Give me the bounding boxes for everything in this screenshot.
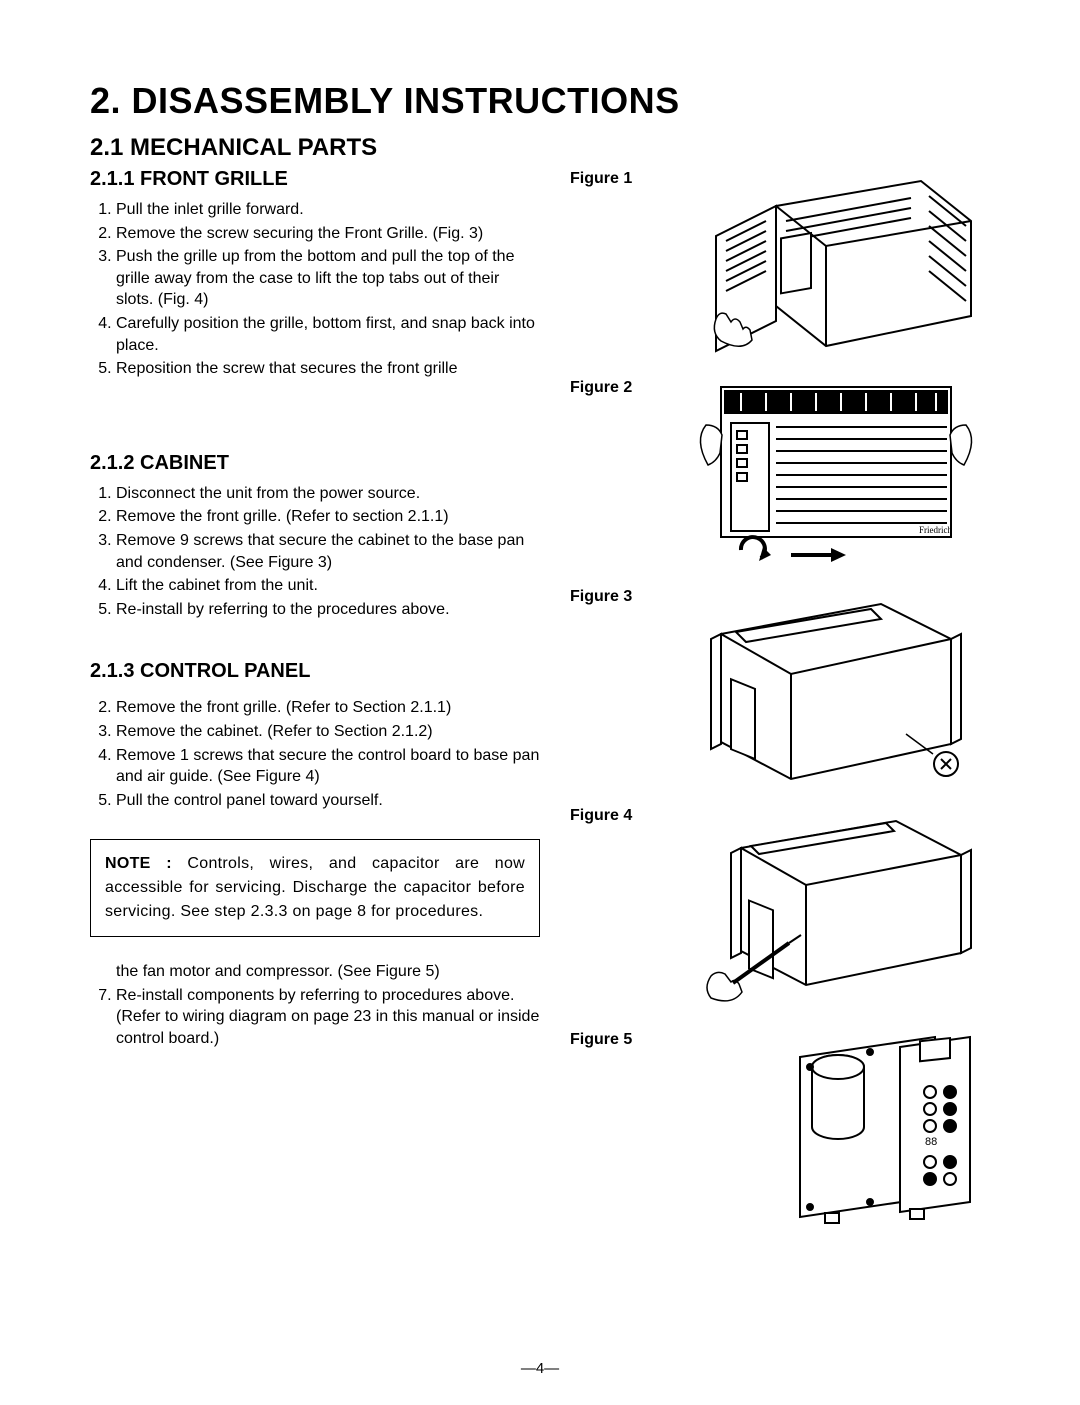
figure-2-label: Figure 2: [570, 375, 650, 397]
list-item: Push the grille up from the bottom and p…: [116, 246, 540, 311]
list-item: Carefully position the grille, bottom fi…: [116, 313, 540, 356]
figure-2: Figure 2: [570, 375, 1000, 570]
figure-4-label: Figure 4: [570, 803, 650, 825]
list-item: Remove 9 screws that secure the cabinet …: [116, 530, 540, 573]
list-item: Pull the inlet grille forward.: [116, 199, 540, 221]
front-grille-steps: Pull the inlet grille forward. Remove th…: [90, 199, 540, 380]
list-item: Remove the cabinet. (Refer to Section 2.…: [116, 721, 540, 743]
list-item: Re-install by referring to the procedure…: [116, 599, 540, 621]
figure-5-label: Figure 5: [570, 1027, 650, 1049]
figure-2-image: Friedrich: [662, 375, 1000, 570]
list-item: Remove the front grille. (Refer to Secti…: [116, 697, 540, 719]
figure-1: Figure 1: [570, 166, 1000, 361]
control-panel-heading: 2.1.3 CONTROL PANEL: [90, 658, 540, 685]
section-heading: 2.1 MECHANICAL PARTS: [90, 134, 1000, 162]
list-item: Re-install components by referring to pr…: [116, 985, 540, 1050]
list-item: Pull the control panel toward yourself.: [116, 790, 540, 812]
cabinet-steps: Disconnect the unit from the power sourc…: [90, 483, 540, 621]
figure-5: Figure 5: [570, 1027, 1000, 1227]
figure-3-image: [662, 584, 1000, 789]
note-label: NOTE :: [105, 855, 172, 872]
figure-5-image: 88: [662, 1027, 1000, 1227]
list-item: Reposition the screw that secures the fr…: [116, 358, 540, 380]
list-item: Remove 1 screws that secure the control …: [116, 745, 540, 788]
content-columns: 2.1.1 FRONT GRILLE Pull the inlet grille…: [90, 166, 1000, 1241]
figure-4: Figure 4: [570, 803, 1000, 1013]
page: 2. DISASSEMBLY INSTRUCTIONS 2.1 MECHANIC…: [0, 0, 1080, 1405]
cabinet-heading: 2.1.2 CABINET: [90, 450, 540, 477]
left-column: 2.1.1 FRONT GRILLE Pull the inlet grille…: [90, 166, 540, 1241]
figure-1-image: [662, 166, 1000, 361]
svg-text:88: 88: [925, 1136, 937, 1148]
right-column: Figure 1: [570, 166, 1000, 1241]
figure-3: Figure 3: [570, 584, 1000, 789]
svg-text:Friedrich: Friedrich: [919, 525, 952, 535]
figure-4-image: [662, 803, 1000, 1013]
control-panel-steps-b: Re-install components by referring to pr…: [90, 985, 540, 1050]
list-item: Disconnect the unit from the power sourc…: [116, 483, 540, 505]
list-item: Lift the cabinet from the unit.: [116, 575, 540, 597]
figure-3-label: Figure 3: [570, 584, 650, 606]
note-box: NOTE : Controls, wires, and capacitor ar…: [90, 839, 540, 937]
figure-1-label: Figure 1: [570, 166, 650, 188]
control-panel-steps-a: Remove the front grille. (Refer to Secti…: [90, 697, 540, 811]
list-item: Remove the screw securing the Front Gril…: [116, 223, 540, 245]
page-number: —4—: [0, 1360, 1080, 1377]
page-title: 2. DISASSEMBLY INSTRUCTIONS: [90, 80, 1000, 122]
continuation-line: the fan motor and compressor. (See Figur…: [90, 961, 540, 983]
front-grille-heading: 2.1.1 FRONT GRILLE: [90, 166, 540, 193]
list-item: Remove the front grille. (Refer to secti…: [116, 506, 540, 528]
